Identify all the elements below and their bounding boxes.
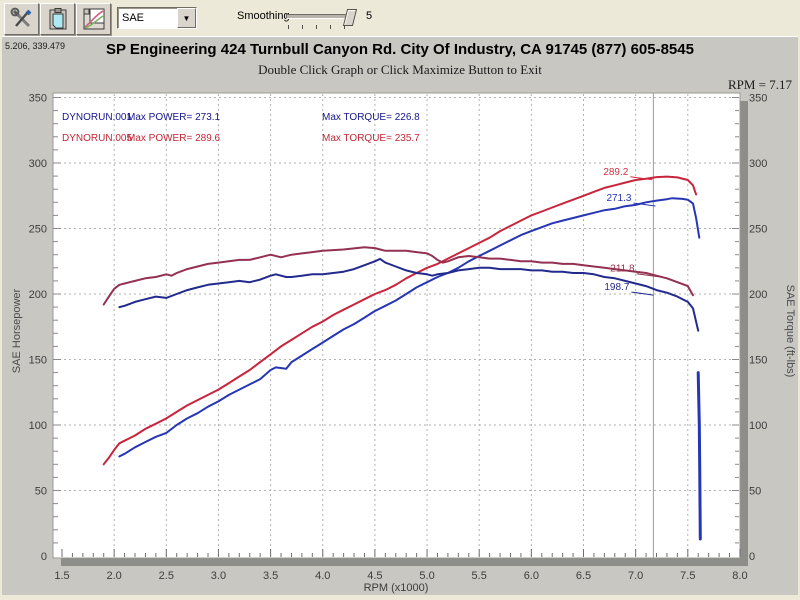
chevron-down-icon[interactable]: ▼ <box>177 8 196 28</box>
cursor-coords: 5.206, 339.479 <box>5 41 66 51</box>
sae-mode-select[interactable]: SAE ▼ <box>117 7 197 29</box>
series-dynorun-001-torque <box>118 257 700 332</box>
y-tick-label-right: 300 <box>749 158 767 170</box>
tools-button[interactable] <box>4 3 39 35</box>
leader-line <box>631 291 654 296</box>
sae-mode-value: SAE <box>122 12 145 24</box>
legend-torque-label: Max TORQUE= 226.8 <box>322 112 420 123</box>
y-tick-label-left: 200 <box>29 289 47 301</box>
plot-area[interactable] <box>52 92 741 559</box>
x-tick-label: 5.5 <box>472 570 487 582</box>
y-tick-label-right: 100 <box>749 420 767 432</box>
x-tick-label: 4.0 <box>315 570 330 582</box>
series-dynorun-001-power <box>118 197 701 458</box>
slider-tick <box>316 25 317 29</box>
y-tick-label-right: 250 <box>749 224 767 236</box>
smoothing-slider[interactable] <box>284 8 358 30</box>
x-tick-label: 2.0 <box>107 570 122 582</box>
slider-tick <box>288 25 289 29</box>
y-tick-label-left: 250 <box>29 224 47 236</box>
chart-panel: DYNORUN.001 Max POWER= 273.1 Max TORQUE= 2… <box>2 36 798 595</box>
cursor-value-label: 289.2 <box>603 167 628 178</box>
clipboard-icon <box>49 8 66 30</box>
y-tick-label-right: 0 <box>749 551 755 563</box>
toolbar: SAE ▼ Smoothing 5 <box>0 0 800 36</box>
y-tick-label-right: 200 <box>749 289 767 301</box>
x-tick-label: 5.0 <box>419 570 434 582</box>
x-axis-title: RPM (x1000) <box>364 582 429 594</box>
legend-run-label: DYNORUN.005 <box>62 133 132 144</box>
smoothing-value: 5 <box>366 10 373 22</box>
cursor-value-label: 198.7 <box>604 282 629 293</box>
y-tick-label-right: 50 <box>749 486 761 498</box>
legend-run-label: DYNORUN.001 <box>62 112 132 123</box>
x-tick-label: 6.0 <box>524 570 539 582</box>
y-tick-label-left: 100 <box>29 420 47 432</box>
rpm-readout: RPM = 7.17 <box>727 77 792 92</box>
y-tick-label-right: 150 <box>749 355 767 367</box>
cursor-value-label: 271.3 <box>606 193 631 204</box>
leader-line <box>630 176 653 181</box>
series-dynorun-005-torque <box>102 246 694 306</box>
x-tick-label: 3.5 <box>263 570 278 582</box>
x-tick-label: 2.5 <box>159 570 174 582</box>
x-tick-label: 4.5 <box>367 570 382 582</box>
graph-icon <box>83 8 104 30</box>
y-tick-label-right: 350 <box>749 93 767 105</box>
slider-tick <box>344 25 345 29</box>
y-axis-title-left: SAE Horsepower <box>11 288 23 373</box>
x-tick-label: 7.5 <box>680 570 695 582</box>
y-axis-title-right: SAE Torque (ft-lbs) <box>784 285 796 378</box>
x-tick-label: 7.0 <box>628 570 643 582</box>
slider-thumb[interactable] <box>342 9 358 26</box>
series-dynorun-001-power-tail <box>696 371 702 541</box>
chart-subtitle: Double Click Graph or Click Maximize But… <box>258 62 542 77</box>
y-tick-label-left: 50 <box>35 486 47 498</box>
x-tick-label: 8.0 <box>732 570 747 582</box>
leader-line <box>633 202 656 207</box>
y-tick-label-left: 350 <box>29 93 47 105</box>
leader-line <box>636 273 659 278</box>
y-tick-label-left: 0 <box>41 551 47 563</box>
tools-icon <box>10 7 31 28</box>
legend-torque-label: Max TORQUE= 235.7 <box>322 133 420 144</box>
y-tick-label-left: 300 <box>29 158 47 170</box>
x-tick-label: 1.5 <box>54 570 69 582</box>
chart-title: SP Engineering 424 Turnbull Canyon Rd. C… <box>106 41 694 58</box>
smoothing-label: Smoothing <box>237 10 290 22</box>
legend-power-label: Max POWER= 273.1 <box>127 112 221 123</box>
slider-tick <box>330 25 331 29</box>
cursor-value-label: 211.8 <box>610 264 635 275</box>
graph-button[interactable] <box>76 3 111 35</box>
slider-tick <box>302 25 303 29</box>
legend-power-label: Max POWER= 289.6 <box>127 133 221 144</box>
x-tick-label: 3.0 <box>211 570 226 582</box>
clipboard-button[interactable] <box>40 3 75 35</box>
series-dynorun-005-power <box>102 175 698 466</box>
x-tick-label: 6.5 <box>576 570 591 582</box>
y-tick-label-left: 150 <box>29 355 47 367</box>
